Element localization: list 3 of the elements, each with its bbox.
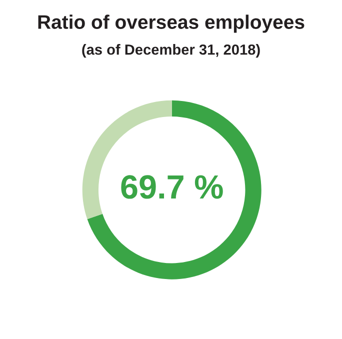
chart-title: Ratio of overseas employees [38,14,304,33]
text: 69.7 % [121,175,223,199]
chart-subtitle: (as of December 31, 2018) [82,44,260,58]
